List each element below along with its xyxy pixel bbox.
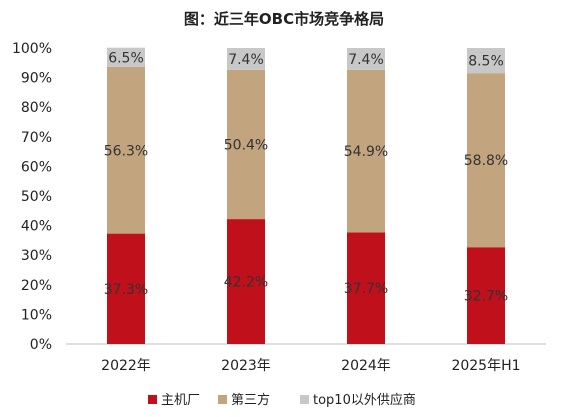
bar-segment — [107, 47, 145, 67]
bar-segment — [227, 69, 265, 220]
data-label: 37.3% — [104, 282, 148, 298]
bar-segment — [227, 48, 265, 70]
y-tick-label: 30% — [21, 248, 52, 264]
bar-segment — [467, 73, 505, 248]
bar-segment — [467, 48, 505, 74]
bar-segment — [347, 232, 385, 344]
x-tick-label: 2025年H1 — [451, 358, 520, 374]
legend-swatch — [300, 395, 309, 404]
data-label: 37.7% — [344, 281, 388, 297]
y-tick-label: 70% — [21, 130, 52, 146]
y-axis: 0% 10% 20% 30% 40% 50% 60% 70% 80% 90% 100% — [12, 41, 52, 353]
legend-label: 主机厂 — [161, 393, 200, 408]
data-label: 42.2% — [224, 275, 268, 291]
y-tick-label: 60% — [21, 159, 52, 175]
y-tick-label: 80% — [21, 100, 52, 116]
y-tick-label: 10% — [21, 307, 52, 323]
data-label: 54.9% — [344, 144, 388, 160]
x-tick-label: 2023年 — [221, 358, 271, 374]
legend-label: 第三方 — [231, 392, 270, 408]
y-tick-label: 20% — [21, 278, 52, 294]
legend-label: top10以外供应商 — [313, 392, 416, 408]
bar-segment — [107, 233, 145, 344]
chart-title: 图：近三年OBC市场竞争格局 — [184, 10, 384, 28]
data-label: 7.4% — [348, 52, 384, 68]
y-tick-label: 40% — [21, 219, 52, 235]
x-tick-label: 2024年 — [341, 358, 391, 374]
bar-segment — [467, 247, 505, 344]
bars: 37.3% 56.3% 6.5% 42.2% 50.4% 7.4% 37.7% 54.9% 7.… — [104, 47, 508, 344]
data-label: 58.8% — [464, 153, 508, 169]
y-tick-label: 90% — [21, 71, 52, 87]
y-tick-label: 100% — [12, 41, 52, 57]
legend-swatch — [218, 395, 227, 404]
x-axis: 2022年 2023年 2024年 2025年H1 — [101, 358, 520, 374]
y-tick-label: 50% — [21, 189, 52, 205]
bar-segment — [107, 66, 145, 234]
data-label: 50.4% — [224, 137, 268, 153]
bar-segment — [227, 219, 265, 344]
x-tick-label: 2022年 — [101, 358, 151, 374]
data-label: 6.5% — [108, 50, 144, 66]
y-tick-label: 0% — [30, 337, 52, 353]
legend-swatch — [148, 395, 157, 404]
data-label: 32.7% — [464, 289, 508, 305]
bar-segment — [347, 48, 385, 70]
bar-segment — [347, 69, 385, 233]
data-label: 7.4% — [228, 52, 264, 68]
data-label: 8.5% — [468, 54, 504, 70]
data-label: 56.3% — [104, 143, 148, 159]
legend: 主机厂 第三方 top10以外供应商 — [148, 392, 416, 408]
